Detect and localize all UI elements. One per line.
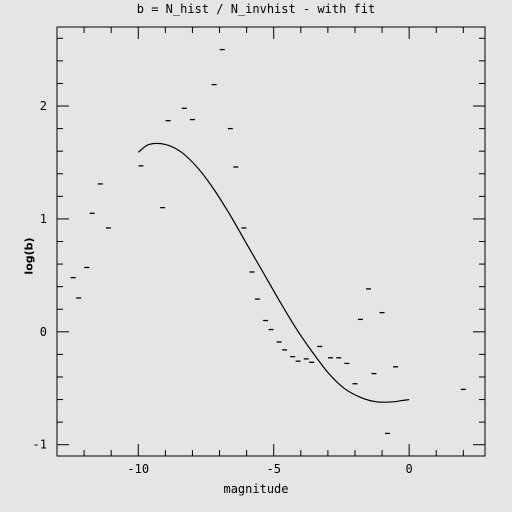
plot-frame <box>56 26 486 457</box>
y-axis-label: log(b) <box>22 237 36 275</box>
axis-ticks <box>56 27 485 456</box>
y-tick-label: 2 <box>40 99 47 113</box>
x-axis-label: magnitude <box>223 482 289 496</box>
x-tick-label: -10 <box>127 462 149 476</box>
fit-line <box>137 142 410 403</box>
y-tick-label: -1 <box>33 438 47 452</box>
y-tick-label: 0 <box>40 325 47 339</box>
chart-title: b = N_hist / N_invhist - with fit <box>136 2 376 16</box>
y-tick-label: 1 <box>40 212 47 226</box>
x-tick-label: 0 <box>406 462 413 476</box>
data-marks <box>70 48 466 435</box>
x-tick-label: -5 <box>266 462 280 476</box>
